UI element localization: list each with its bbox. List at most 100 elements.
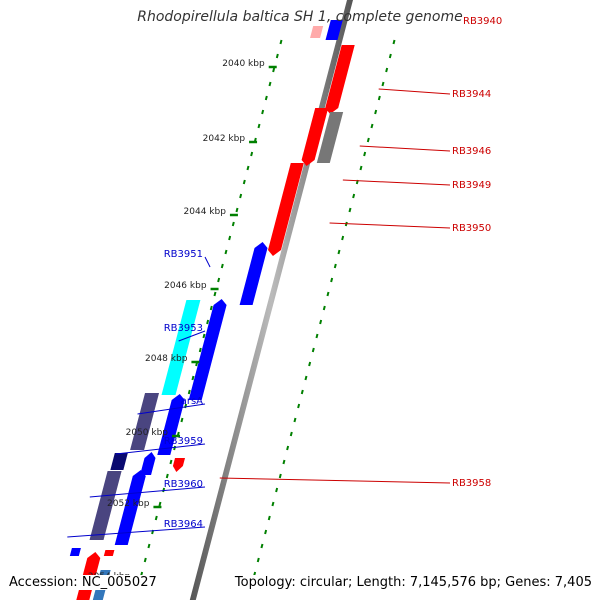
tick-dot <box>388 53 392 59</box>
tick-dot <box>187 389 191 395</box>
tick-dot <box>173 445 177 451</box>
tick-dot <box>231 221 235 227</box>
tick-dot <box>392 39 396 45</box>
gene-feature[interactable] <box>110 453 128 470</box>
tick-dot <box>315 333 319 339</box>
tick-dot <box>209 305 213 311</box>
gene-feature[interactable] <box>114 470 146 545</box>
gene-label[interactable]: RB3958 <box>452 478 491 489</box>
tick-dot <box>348 207 352 213</box>
position-label: 2044 kbp <box>184 207 227 217</box>
tick-dot <box>322 305 326 311</box>
tick-dot <box>202 333 206 339</box>
tick-dot <box>257 123 261 129</box>
gene-feature[interactable] <box>268 163 304 256</box>
tick-dot <box>250 151 254 157</box>
tick-dot <box>330 277 334 283</box>
tick-dot <box>311 347 315 353</box>
gene-label[interactable]: RB3964 <box>164 519 203 530</box>
tick-dot <box>165 473 169 479</box>
gene-feature[interactable] <box>130 393 160 450</box>
gene-feature[interactable] <box>172 458 186 472</box>
tick-dot <box>198 347 202 353</box>
tick-dot <box>264 95 268 101</box>
label-leader <box>67 526 206 538</box>
label-leader <box>115 443 206 455</box>
tick-dot <box>289 431 293 437</box>
tick-dot <box>326 291 330 297</box>
tick-dot <box>224 249 228 255</box>
tick-dot <box>206 319 210 325</box>
gene-label[interactable]: arsA <box>181 396 203 407</box>
tick-dot <box>279 39 283 45</box>
tick-dot <box>268 81 272 87</box>
tick-dot <box>366 137 370 143</box>
gene-feature[interactable] <box>157 394 185 455</box>
gene-label[interactable]: RB3953 <box>164 323 203 334</box>
tick-dot <box>191 375 195 381</box>
gene-feature[interactable] <box>325 45 355 114</box>
gene-feature[interactable] <box>103 550 115 556</box>
tick-dot <box>267 515 271 521</box>
tick-dot <box>377 95 381 101</box>
tick-dot <box>217 277 221 283</box>
tick-dot <box>275 487 279 493</box>
tick-dot <box>213 291 217 297</box>
gene-labels: RB3951 RB3953 arsA RB3959 RB3960 RB3964 RB3940… <box>67 16 502 538</box>
tick-dot <box>286 445 290 451</box>
gene-feature[interactable] <box>325 20 343 40</box>
tick-dot <box>308 361 312 367</box>
gene-feature[interactable] <box>188 299 227 400</box>
tick-dot <box>228 235 232 241</box>
label-leader <box>219 477 451 484</box>
gene-feature[interactable] <box>69 548 81 556</box>
label-leader <box>178 330 206 342</box>
tick-dot <box>272 67 276 73</box>
gene-label[interactable]: RB3944 <box>452 89 491 100</box>
gene-label[interactable]: RB3960 <box>164 479 203 490</box>
tick-dot <box>282 459 286 465</box>
tick-dot <box>319 319 323 325</box>
gene-label[interactable]: RB3950 <box>452 223 491 234</box>
tick-dot <box>162 487 166 493</box>
position-label: 2048 kbp <box>145 354 188 364</box>
label-leader <box>378 88 451 95</box>
tick-dot <box>341 235 345 241</box>
gene-label[interactable]: RB3951 <box>164 249 203 260</box>
gene-feature[interactable] <box>301 108 329 166</box>
accession-text: Accession: NC_005027 <box>9 575 160 590</box>
position-label: 2050 kbp <box>126 428 169 438</box>
gene-label[interactable]: RB3940 <box>463 16 502 27</box>
tick-dot <box>147 543 151 549</box>
tick-dot <box>363 151 367 157</box>
gene-feature[interactable] <box>89 471 122 540</box>
tick-dot <box>385 67 389 73</box>
label-leader <box>342 179 451 186</box>
tick-dot <box>235 207 239 213</box>
tick-dot <box>246 165 250 171</box>
gene-label[interactable]: RB3959 <box>164 436 203 447</box>
tick-dot <box>293 417 297 423</box>
genome-summary-text: Topology: circular; Length: 7,145,576 bp… <box>231 575 592 590</box>
gene-features <box>69 20 355 600</box>
tick-dot <box>158 501 162 507</box>
gene-feature[interactable] <box>310 26 324 38</box>
tick-dot <box>154 515 158 521</box>
gene-label[interactable]: RB3946 <box>452 146 491 157</box>
tick-dot <box>370 123 374 129</box>
label-leader <box>359 145 451 152</box>
position-label: 2042 kbp <box>203 134 246 144</box>
tick-dot <box>180 417 184 423</box>
gene-feature[interactable] <box>316 112 344 163</box>
gene-label[interactable]: RB3949 <box>452 180 491 191</box>
gene-feature[interactable] <box>140 452 156 475</box>
tick-dot <box>337 249 341 255</box>
tick-dot <box>381 81 385 87</box>
tick-track-left <box>140 39 283 577</box>
gene-feature[interactable] <box>161 300 201 395</box>
gene-feature[interactable] <box>239 242 268 305</box>
tick-dot <box>278 473 282 479</box>
position-label: 2046 kbp <box>164 281 207 291</box>
genome-backbone <box>189 0 353 600</box>
